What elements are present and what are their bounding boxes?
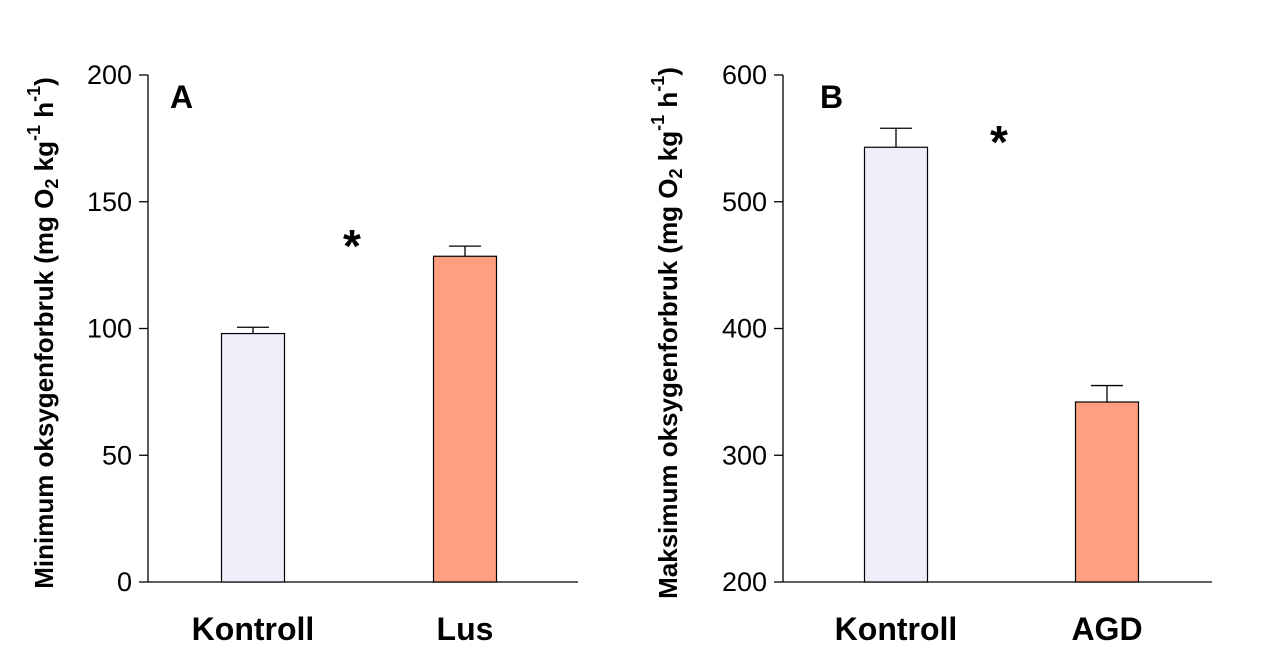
panel-label: A <box>170 79 193 115</box>
x-category-label: Kontroll <box>192 611 315 647</box>
y-tick-label: 50 <box>102 440 132 470</box>
y-tick-label: 400 <box>722 314 767 344</box>
bar-kontroll <box>220 332 286 583</box>
y-tick-label: 0 <box>117 567 132 597</box>
y-tick-label: 200 <box>87 60 132 90</box>
bar-lus <box>432 255 498 583</box>
y-tick-label: 200 <box>722 567 767 597</box>
y-axis-title: Maksimum oksygenforbruk (mg O2 kg-1 h-1) <box>648 67 686 599</box>
y-tick-label: 300 <box>722 440 767 470</box>
panel-label: B <box>820 79 843 115</box>
bar-agd <box>1074 401 1140 583</box>
svg-text:Minimum oksygenforbruk (mg O2: Minimum oksygenforbruk (mg O2 kg-1 h-1) <box>24 77 62 589</box>
significance-marker: * <box>990 116 1008 168</box>
y-tick-label: 500 <box>722 187 767 217</box>
y-axis-title: Minimum oksygenforbruk (mg O2 kg-1 h-1) <box>24 77 62 589</box>
x-category-label: AGD <box>1071 611 1142 647</box>
chart-panel-a: Minimum oksygenforbruk (mg O2 kg-1 h-1) … <box>24 60 578 647</box>
x-category-label: Lus <box>437 611 494 647</box>
y-tick-label: 600 <box>722 60 767 90</box>
significance-marker: * <box>343 220 361 272</box>
bar-kontroll <box>863 146 929 583</box>
y-tick-label: 150 <box>87 187 132 217</box>
chart-panel-b: Maksimum oksygenforbruk (mg O2 kg-1 h-1)… <box>648 60 1212 647</box>
svg-text:Maksimum oksygenforbruk (mg O2: Maksimum oksygenforbruk (mg O2 kg-1 h-1) <box>648 67 686 599</box>
y-tick-label: 100 <box>87 314 132 344</box>
x-category-label: Kontroll <box>835 611 958 647</box>
